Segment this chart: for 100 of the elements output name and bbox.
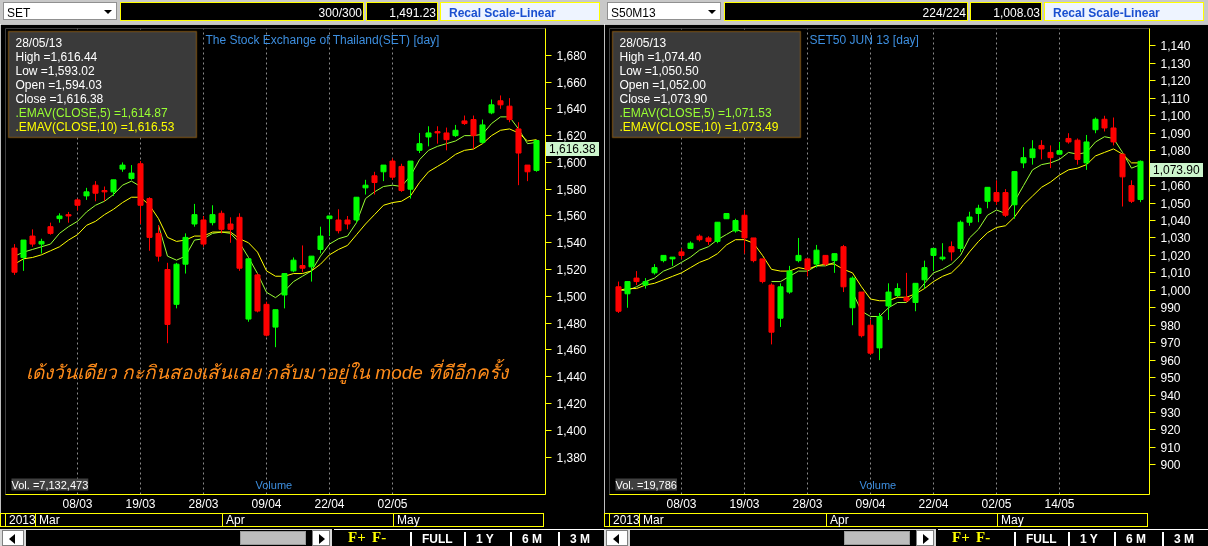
- annotation: Close =1,616.38: [15, 91, 104, 106]
- x-tick-label: 22/04: [918, 496, 949, 511]
- text: .EMAV(CLOSE,10) =1,073.49: [619, 119, 779, 134]
- x-tick-label: 19/03: [729, 496, 760, 511]
- text: Recal Scale-Linear: [449, 5, 556, 22]
- x-tick-label: 09/04: [251, 496, 282, 511]
- y-tick-label: 990: [1160, 301, 1181, 316]
- y-tick-label: 1,620: [556, 129, 587, 144]
- x-tick-label: 19/03: [125, 496, 156, 511]
- text: 3 M: [558, 532, 591, 546]
- y-tick-label: 940: [1160, 388, 1181, 403]
- x-tick-label: 08/03: [62, 496, 93, 511]
- annotation: เด้งวันเดียว กะกินสองเส้นเลย กลับมาอยู่ใน mode ที่ดีอีกครั้ง: [25, 358, 511, 384]
- y-tick-label: 1,040: [1160, 213, 1191, 228]
- y-tick-label: 1,680: [556, 48, 587, 63]
- chart-title: The Stock Exchange of Thailand(SET) [day]: [205, 32, 440, 47]
- text: 2013: [609, 513, 640, 527]
- y-tick-label: 1,020: [1160, 248, 1191, 263]
- x-tick-label: 09/04: [855, 496, 886, 511]
- text: 1,491.23: [389, 5, 436, 22]
- y-tick-label: 1,500: [556, 289, 587, 304]
- y-tick-label: 1,030: [1160, 231, 1191, 246]
- text: 6 M: [1114, 532, 1147, 546]
- annotation: Close =1,073.90: [619, 91, 708, 106]
- text: FULL: [1014, 532, 1057, 546]
- annotation: Vol. =19,786: [615, 478, 677, 491]
- y-tick-label: 1,140: [1160, 39, 1191, 54]
- y-tick-label: 1,120: [1160, 74, 1191, 89]
- x-tick-label: 28/03: [792, 496, 823, 511]
- text: 1 Y: [464, 532, 494, 546]
- text: F-: [372, 529, 387, 546]
- annotation: Volume: [255, 478, 293, 491]
- text: .EMAV(CLOSE,10) =1,616.53: [15, 119, 175, 134]
- y-tick-label: 950: [1160, 371, 1181, 386]
- x-tick-label: 02/05: [981, 496, 1012, 511]
- annotation: Low =1,593.02: [15, 63, 95, 78]
- y-tick-label: 1,010: [1160, 266, 1191, 281]
- annotation: Volume: [859, 478, 897, 491]
- annotation: High =1,616.44: [15, 49, 98, 64]
- annotation: Vol. =7,132,473: [11, 478, 89, 491]
- y-tick-label: 1,560: [556, 209, 587, 224]
- x-tick-label: 28/03: [188, 496, 219, 511]
- y-tick-label: 1,660: [556, 75, 587, 90]
- y-tick-label: 1,130: [1160, 56, 1191, 71]
- y-tick-label: 1,400: [556, 423, 587, 438]
- text: 224/224: [922, 5, 966, 22]
- text: Mar: [35, 513, 60, 527]
- text: 2013: [5, 513, 36, 527]
- x-tick-label: 22/04: [314, 496, 345, 511]
- y-tick-label: 930: [1160, 405, 1181, 420]
- annotation: High =1,074.40: [619, 49, 702, 64]
- y-tick-label: 1,480: [556, 316, 587, 331]
- y-tick-label: 1,540: [556, 236, 587, 251]
- text: 6 M: [510, 532, 543, 546]
- text: .EMAV(CLOSE,5) =1,614.87: [15, 105, 169, 120]
- text: Mar: [639, 513, 664, 527]
- text: F+: [348, 529, 366, 546]
- x-tick-label: 14/05: [1044, 496, 1075, 511]
- y-tick-label: 1,440: [556, 370, 587, 385]
- text: .EMAV(CLOSE,5) =1,071.53: [619, 105, 773, 120]
- y-tick-label: 1,050: [1160, 196, 1191, 211]
- y-tick-label: 1,110: [1160, 91, 1190, 106]
- text: F-: [976, 529, 991, 546]
- annotation: 28/05/13: [15, 35, 63, 50]
- text: 1,616.38: [546, 142, 599, 156]
- text: 1,073.90: [1150, 162, 1203, 177]
- text: FULL: [410, 532, 453, 546]
- text: Apr: [222, 513, 245, 527]
- y-tick-label: 1,080: [1160, 144, 1191, 159]
- text: Apr: [826, 513, 849, 527]
- text: Recal Scale-Linear: [1053, 5, 1160, 22]
- text: SET: [7, 5, 31, 22]
- text: S50M13: [611, 5, 656, 22]
- text: 1 Y: [1068, 532, 1098, 546]
- y-tick-label: 1,090: [1160, 126, 1191, 141]
- annotation: 28/05/13: [619, 35, 667, 50]
- text: F+: [952, 529, 970, 546]
- y-tick-label: 910: [1160, 440, 1181, 455]
- y-tick-label: 1,100: [1160, 109, 1191, 124]
- y-tick-label: 1,520: [556, 263, 587, 278]
- y-tick-label: 1,380: [556, 450, 587, 465]
- annotation: Open =1,594.03: [15, 77, 103, 92]
- annotation: Open =1,052.00: [619, 77, 707, 92]
- text: 300/300: [318, 5, 362, 22]
- y-tick-label: 900: [1160, 458, 1181, 473]
- y-tick-label: 1,000: [1160, 283, 1191, 298]
- text: 1,008.03: [993, 5, 1040, 22]
- x-tick-label: 02/05: [377, 496, 408, 511]
- chart-title: SET50 JUN 13 [day]: [809, 32, 919, 47]
- y-tick-label: 970: [1160, 336, 1181, 351]
- y-tick-label: 1,420: [556, 396, 587, 411]
- text: May: [997, 513, 1024, 527]
- y-tick-label: 1,640: [556, 102, 587, 117]
- x-tick-label: 08/03: [666, 496, 697, 511]
- y-tick-label: 960: [1160, 353, 1181, 368]
- y-tick-label: 1,060: [1160, 179, 1191, 194]
- y-tick-label: 920: [1160, 423, 1181, 438]
- y-tick-label: 1,460: [556, 343, 587, 358]
- y-tick-label: 1,580: [556, 182, 587, 197]
- y-tick-label: 980: [1160, 318, 1181, 333]
